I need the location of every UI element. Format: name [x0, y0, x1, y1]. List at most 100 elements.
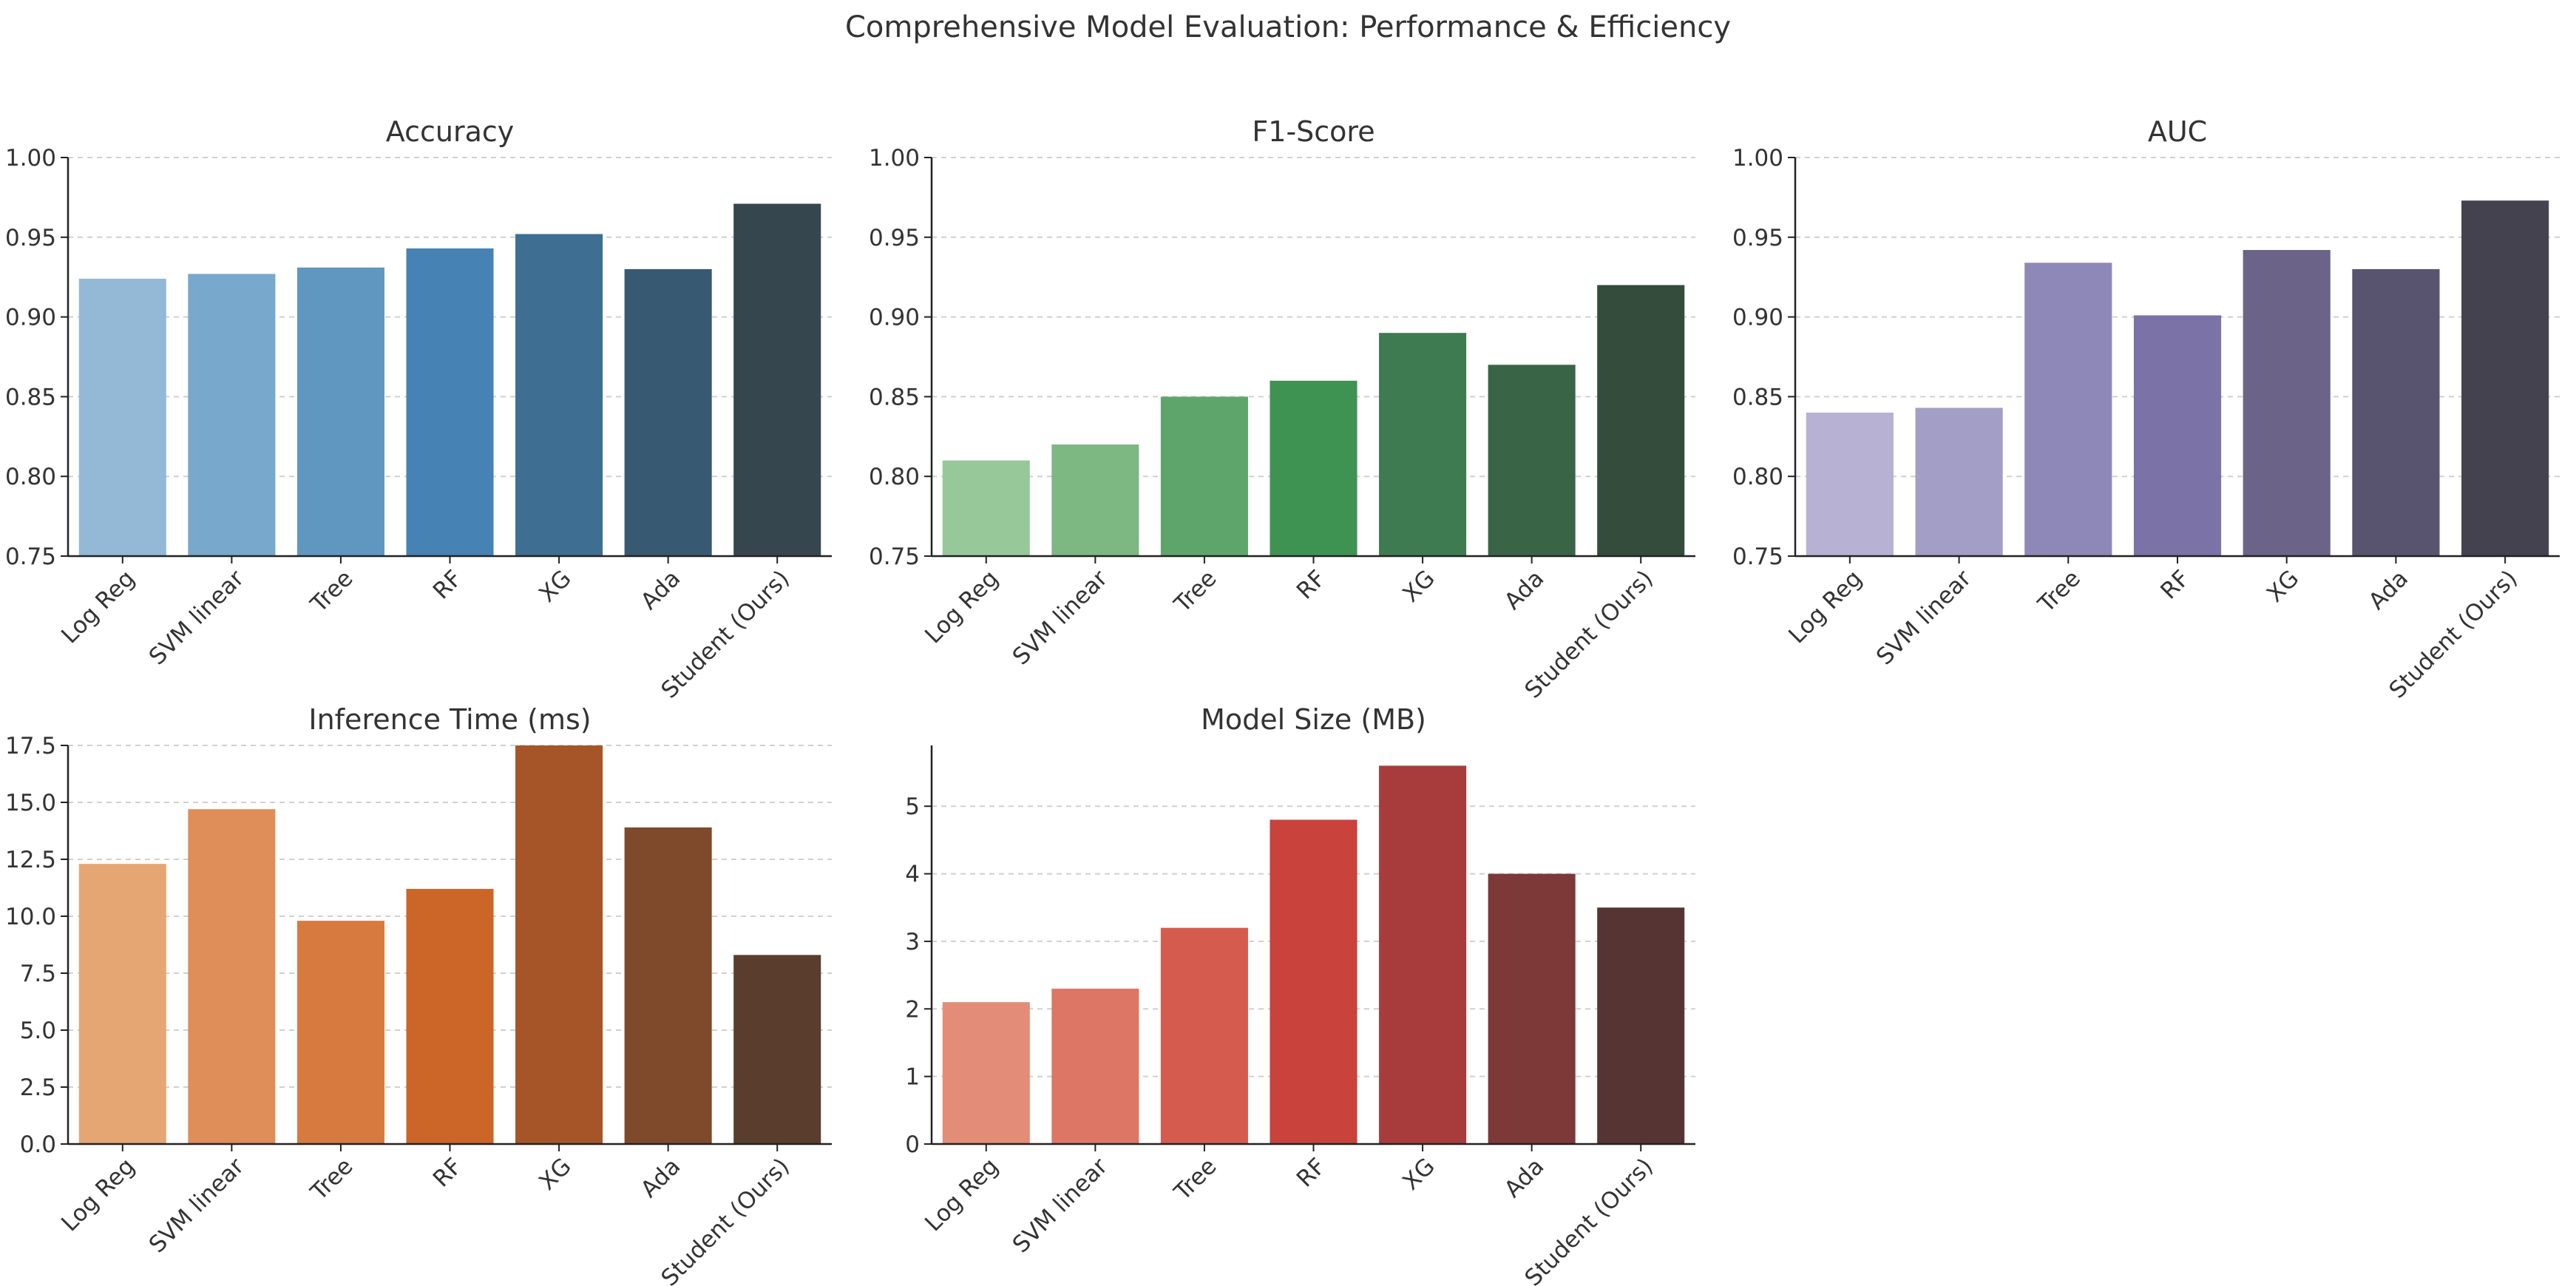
inference-time-bar-ada [624, 827, 712, 1144]
f1-score-bar-svm-linear [1051, 444, 1139, 556]
auc-panel: AUC 0.75 0.80 0.85 0.90 0.95 1.00 Log Reg SVM l… [1732, 115, 2560, 704]
auc-ytick-label: 0.95 [1732, 225, 1783, 251]
inference-time-ytick-label: 2.5 [20, 1075, 56, 1101]
f1-score-ytick-label: 0.75 [869, 544, 920, 570]
inference-time-ytick-label: 15.0 [5, 790, 56, 816]
auc-title: AUC [2148, 115, 2207, 148]
accuracy-ytick-label: 0.75 [5, 544, 56, 570]
f1-score-ytick-label: 0.80 [869, 464, 920, 490]
accuracy-xtick-label: Log Reg [56, 565, 140, 649]
auc-xtick-label: RF [2155, 565, 2194, 604]
accuracy-bar-tree [296, 267, 384, 556]
model-size-ytick-label: 0 [905, 1131, 920, 1158]
model-size-bar-log-reg [942, 1002, 1030, 1144]
f1-score-xtick-label: XG [1397, 565, 1440, 607]
f1-score-xtick-label: SVM linear [1008, 565, 1113, 670]
auc-bar-tree [2024, 263, 2112, 556]
f1-score-bar-ada [1488, 365, 1576, 556]
figure-suptitle: Comprehensive Model Evaluation: Performa… [845, 10, 1731, 44]
inference-time-ytick-label: 17.5 [5, 733, 56, 759]
accuracy-bar-svm-linear [188, 274, 276, 556]
inference-time-xtick-label: SVM linear [144, 1153, 249, 1258]
model-size-bar-tree [1160, 927, 1248, 1144]
inference-time-ytick-label: 12.5 [5, 847, 56, 873]
auc-bar-log-reg [1806, 412, 1894, 556]
f1-score-xtick-label: Tree [1169, 565, 1222, 618]
model-size-ytick-label: 2 [905, 996, 920, 1023]
f1-score-ytick-label: 0.90 [869, 305, 920, 331]
model-size-ytick-label: 5 [905, 793, 920, 820]
inference-time-bar-log-reg [78, 864, 166, 1144]
f1-score-panel: F1-Score 0.75 0.80 0.85 0.90 0.95 1.00 Log Reg… [869, 115, 1695, 704]
f1-score-bar-student-ours [1597, 285, 1685, 556]
inference-time-ytick-label: 0.0 [20, 1131, 56, 1158]
accuracy-bar-rf [406, 248, 494, 556]
auc-bar-student-ours [2461, 200, 2549, 556]
accuracy-xtick-label: SVM linear [144, 565, 249, 670]
auc-ytick-label: 0.85 [1732, 384, 1783, 410]
inference-time-xtick-label: Log Reg [56, 1153, 140, 1236]
auc-ytick-label: 0.80 [1732, 464, 1783, 490]
model-size-xtick-label: SVM linear [1008, 1153, 1113, 1258]
accuracy-xtick-label: RF [428, 565, 467, 604]
model-size-xtick-label: RF [1292, 1153, 1331, 1192]
model-size-bar-rf [1270, 819, 1358, 1144]
accuracy-ytick-label: 0.80 [5, 464, 56, 490]
inference-time-bar-xg [515, 745, 603, 1144]
model-size-xtick-label: Log Reg [920, 1153, 1003, 1236]
accuracy-title: Accuracy [386, 115, 515, 148]
auc-bar-rf [2133, 315, 2222, 556]
accuracy-bar-student-ours [733, 203, 821, 556]
model-size-title: Model Size (MB) [1201, 703, 1426, 736]
f1-score-bar-tree [1160, 396, 1248, 556]
f1-score-ytick-label: 1.00 [869, 145, 920, 172]
accuracy-bar-ada [624, 268, 712, 556]
f1-score-title: F1-Score [1252, 115, 1375, 148]
model-size-panel: Model Size (MB) 0 1 2 3 4 5 Log Reg SVM linear T… [905, 703, 1695, 1286]
auc-xtick-label: SVM linear [1871, 565, 1976, 670]
model-size-xtick-label: Ada [1499, 1153, 1549, 1202]
inference-time-ytick-label: 10.0 [5, 904, 56, 930]
inference-time-ytick-label: 5.0 [20, 1018, 56, 1044]
auc-xtick-label: Tree [2033, 565, 2086, 618]
f1-score-ytick-label: 0.85 [869, 384, 920, 410]
model-size-ytick-label: 3 [905, 929, 920, 955]
auc-bar-svm-linear [1915, 407, 2003, 556]
f1-score-bar-xg [1379, 333, 1467, 556]
model-size-xtick-label: Tree [1169, 1153, 1222, 1206]
auc-xtick-label: Ada [2364, 565, 2413, 615]
f1-score-bar-rf [1270, 380, 1358, 556]
inference-time-title: Inference Time (ms) [308, 703, 591, 736]
f1-score-bar-log-reg [942, 460, 1030, 556]
f1-score-xtick-label: Log Reg [920, 565, 1003, 649]
inference-time-ytick-label: 7.5 [20, 961, 56, 987]
inference-time-bar-tree [296, 921, 384, 1144]
accuracy-ytick-label: 0.95 [5, 225, 56, 251]
model-size-bar-student-ours [1597, 907, 1685, 1144]
accuracy-ytick-label: 0.85 [5, 384, 56, 410]
inference-time-bar-rf [406, 889, 494, 1144]
auc-ytick-label: 0.90 [1732, 305, 1783, 331]
auc-xtick-label: XG [2262, 565, 2304, 607]
inference-time-bar-student-ours [733, 955, 821, 1144]
inference-time-bar-svm-linear [188, 809, 276, 1144]
accuracy-xtick-label: Tree [305, 565, 359, 618]
f1-score-xtick-label: Ada [1499, 565, 1549, 615]
inference-time-xtick-label: RF [428, 1153, 467, 1192]
f1-score-ytick-label: 0.95 [869, 225, 920, 251]
model-size-ytick-label: 1 [905, 1064, 920, 1091]
model-size-ytick-label: 4 [905, 862, 920, 888]
accuracy-ytick-label: 0.90 [5, 305, 56, 331]
accuracy-xtick-label: Ada [636, 565, 685, 615]
auc-ytick-label: 1.00 [1732, 145, 1783, 172]
model-size-bar-xg [1379, 765, 1467, 1144]
accuracy-ytick-label: 1.00 [5, 145, 56, 172]
accuracy-bar-log-reg [78, 278, 166, 556]
f1-score-xtick-label: RF [1292, 565, 1331, 604]
accuracy-bar-xg [515, 234, 603, 556]
model-size-bar-svm-linear [1051, 988, 1139, 1144]
inference-time-xtick-label: XG [534, 1153, 576, 1195]
model-size-xtick-label: XG [1397, 1153, 1440, 1195]
inference-time-xtick-label: Tree [305, 1153, 359, 1206]
